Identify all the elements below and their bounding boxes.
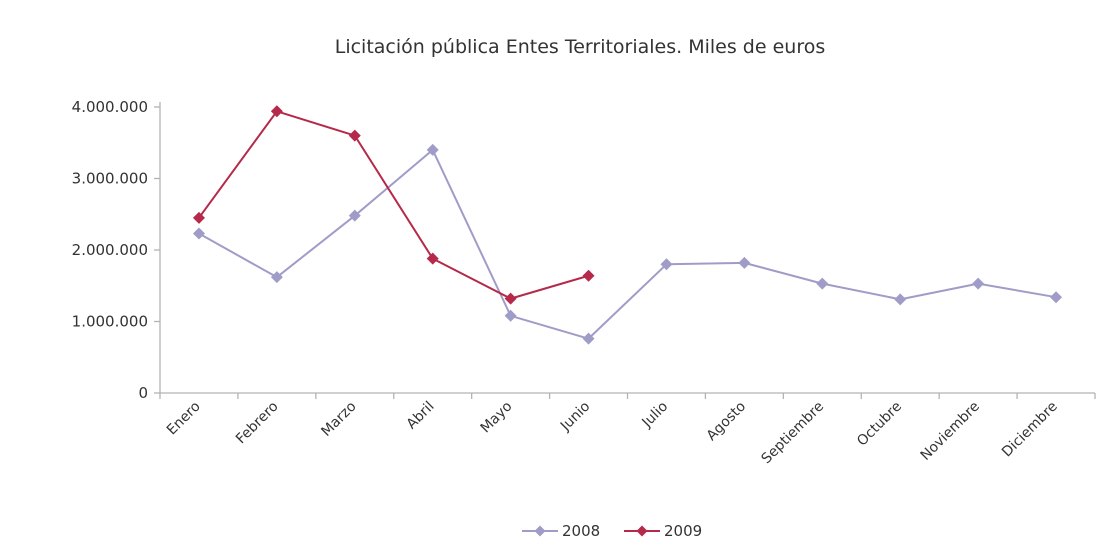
- y-tick-label: 4.000.000: [72, 98, 148, 116]
- x-tick-label: Agosto: [704, 399, 750, 445]
- series-line-2008: [198, 148, 1057, 340]
- series-line-2009: [198, 110, 589, 300]
- data-point-marker: [348, 209, 361, 222]
- x-tick-label: Noviembre: [918, 399, 983, 464]
- y-tick-label: 3.000.000: [72, 170, 148, 188]
- x-tick-label: Septiembre: [759, 399, 828, 468]
- data-point-marker: [738, 256, 751, 269]
- legend: 2008 2009: [522, 522, 702, 540]
- data-point-marker: [270, 271, 283, 284]
- data-point-marker: [348, 129, 361, 142]
- data-point-marker: [192, 211, 205, 224]
- x-tick-label: Diciembre: [999, 399, 1061, 461]
- y-tick-label: 1.000.000: [72, 313, 148, 331]
- legend-item-2008: 2008: [522, 522, 600, 540]
- x-tick-label: Marzo: [318, 399, 359, 440]
- legend-label: 2009: [664, 522, 702, 540]
- y-tick-label: 2.000.000: [72, 241, 148, 259]
- series-2008: [192, 143, 1063, 345]
- data-point-marker: [582, 332, 595, 345]
- data-point-marker: [660, 258, 673, 271]
- data-point-marker: [504, 309, 517, 322]
- data-point-marker: [270, 105, 283, 118]
- legend-marker: [534, 525, 546, 537]
- data-point-marker: [582, 269, 595, 282]
- axes: 0 1.000.000 2.000.000 3.000.000 4.000.000 Ene…: [72, 98, 1096, 468]
- y-tick-label: 0: [138, 384, 148, 402]
- x-tick-label: Octubre: [854, 399, 905, 450]
- data-point-marker: [426, 252, 439, 265]
- legend-label: 2008: [562, 522, 600, 540]
- data-point-marker: [816, 277, 829, 290]
- data-point-marker: [504, 292, 517, 305]
- data-point-marker: [192, 227, 205, 240]
- series-2009: [192, 105, 595, 305]
- x-tick-label: Julio: [639, 399, 672, 432]
- x-tick-label: Junio: [557, 399, 593, 435]
- data-point-marker: [972, 277, 985, 290]
- data-point-marker: [894, 293, 907, 306]
- x-tick-label: Mayo: [478, 399, 516, 437]
- data-point-marker: [426, 143, 439, 156]
- x-tick-label: Febrero: [233, 399, 282, 448]
- x-tick-label: Abril: [404, 399, 438, 433]
- chart-title: Licitación pública Entes Territoriales. …: [335, 36, 826, 58]
- legend-marker: [636, 525, 648, 537]
- legend-item-2009: 2009: [624, 522, 702, 540]
- x-tick-label: Enero: [164, 399, 204, 439]
- data-point-marker: [1050, 291, 1063, 304]
- series-layer: [192, 105, 1063, 345]
